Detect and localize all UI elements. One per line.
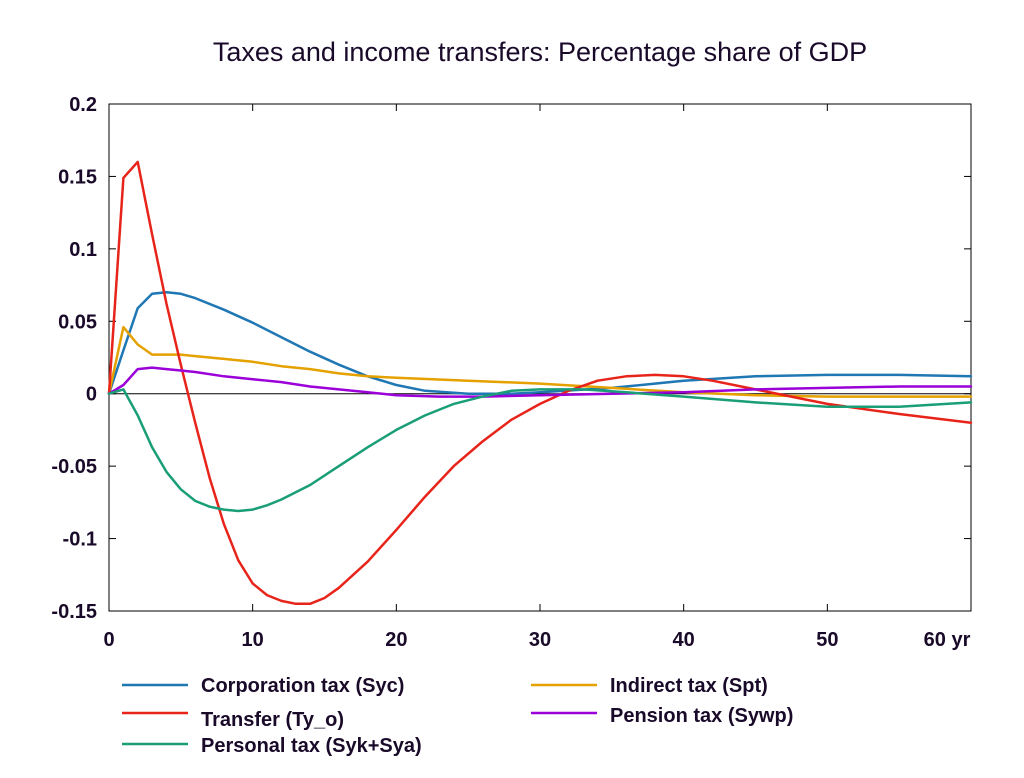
legend-label: Transfer (Ty_o): [201, 709, 344, 731]
legend-entry-indirect-tax: Indirect tax (Spt): [531, 675, 768, 697]
x-tick-label: 50: [816, 629, 838, 651]
y-tick-label: -0.05: [51, 456, 97, 478]
legend-entry-personal-tax: Personal tax (Syk+Sya): [122, 735, 422, 757]
x-tick-label: 60 yr: [924, 629, 971, 651]
legend-entry-transfer: Transfer (Ty_o): [122, 709, 344, 731]
plot-area: 0.2 0.15 0.1 0.05 0 -0.05 -0.1 -0.15 0 10 20 30 40 50…: [51, 94, 973, 651]
series-line: [107, 325, 973, 398]
legend: Corporation tax (Syc) Transfer (Ty_o) Pe…: [122, 675, 793, 757]
series-line: [107, 160, 973, 606]
y-tick-label: 0: [86, 384, 97, 406]
y-tick-label: 0.1: [69, 239, 97, 261]
legend-label: Indirect tax (Spt): [610, 675, 768, 697]
chart-title: Taxes and income transfers: Percentage s…: [213, 37, 867, 67]
legend-label: Pension tax (Sywp): [610, 705, 793, 727]
x-tick-label: 10: [242, 629, 264, 651]
y-tick-label: -0.15: [51, 601, 97, 623]
x-tick-label: 40: [673, 629, 695, 651]
series-line: [107, 366, 973, 398]
series-group: [107, 160, 973, 606]
axis-ticks: 0.2 0.15 0.1 0.05 0 -0.05 -0.1 -0.15 0 10 20 30 40 50…: [51, 94, 972, 651]
legend-label: Personal tax (Syk+Sya): [201, 735, 422, 757]
x-tick-label: 30: [529, 629, 551, 651]
legend-entry-pension-tax: Pension tax (Sywp): [531, 705, 793, 727]
series-line: [107, 388, 973, 513]
legend-entry-corporation-tax: Corporation tax (Syc): [122, 675, 404, 697]
legend-label: Corporation tax (Syc): [201, 675, 404, 697]
y-tick-label: 0.2: [69, 94, 97, 116]
x-tick-label: 0: [103, 629, 114, 651]
plot-frame: [108, 103, 972, 612]
y-tick-label: -0.1: [63, 529, 97, 551]
y-tick-label: 0.05: [58, 311, 97, 333]
x-tick-label: 20: [385, 629, 407, 651]
y-tick-label: 0.15: [58, 166, 97, 188]
